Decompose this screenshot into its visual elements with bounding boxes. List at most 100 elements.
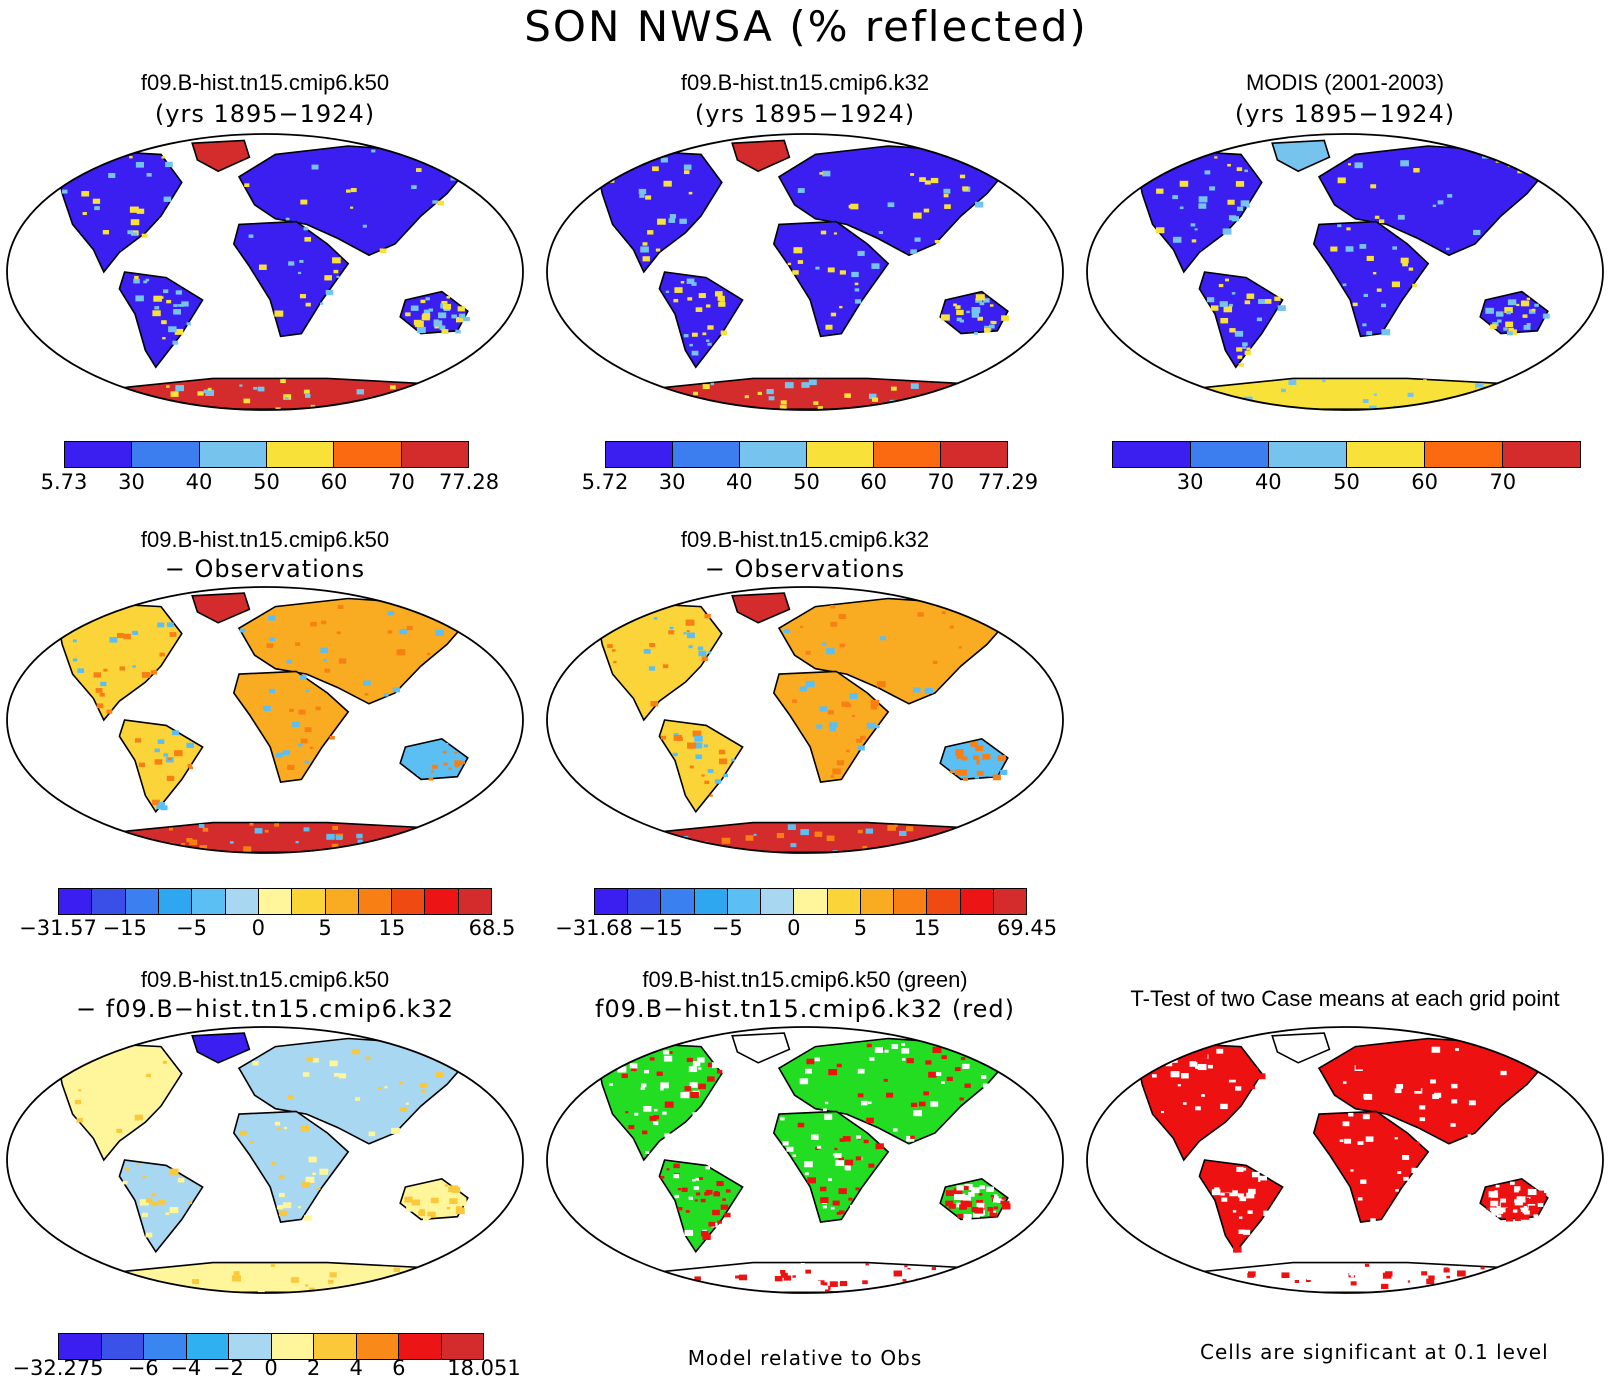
grid-cell <box>828 1178 833 1182</box>
grid-cell <box>309 1287 315 1292</box>
grid-cell <box>117 633 125 638</box>
grid-cell <box>352 1049 360 1055</box>
grid-cell <box>649 1057 655 1061</box>
grid-cell <box>704 613 711 619</box>
grid-cell <box>647 230 654 235</box>
tick: 69.45 <box>996 916 1058 940</box>
grid-cell <box>297 1206 301 1209</box>
grid-cell <box>1522 314 1528 318</box>
grid-cell <box>1482 1285 1489 1290</box>
grid-cell <box>1160 1110 1164 1114</box>
grid-cell <box>672 752 678 757</box>
grid-cell <box>274 823 280 827</box>
grid-cell <box>299 259 304 263</box>
grid-cell <box>776 833 785 839</box>
landmass-namerica <box>56 150 183 274</box>
grid-cell <box>1370 1218 1376 1223</box>
grid-cell <box>157 622 165 628</box>
grid-cell <box>158 802 166 807</box>
colorbar-box <box>860 889 895 914</box>
colorbar-box <box>59 1334 102 1359</box>
grid-cell <box>1394 1137 1398 1140</box>
grid-cell <box>1445 386 1453 391</box>
grid-cell <box>797 188 805 193</box>
grid-cell <box>161 320 167 325</box>
grid-cell <box>780 1269 786 1274</box>
grid-cell <box>283 394 292 400</box>
grid-cell <box>417 404 422 409</box>
grid-cell <box>1311 1280 1318 1285</box>
grid-cell <box>1229 1102 1235 1107</box>
grid-cell <box>1497 1271 1504 1276</box>
grid-cell <box>761 852 767 853</box>
grid-cell <box>1514 1186 1521 1191</box>
colorbar-box <box>199 442 267 467</box>
grid-cell <box>718 758 728 765</box>
grid-cell <box>634 610 640 614</box>
panel2-colorbar <box>605 441 1008 468</box>
landmass-samerica <box>658 271 744 369</box>
grid-cell <box>295 841 299 844</box>
grid-cell <box>286 659 292 664</box>
tick: 77.29 <box>977 470 1039 494</box>
grid-cell <box>685 1210 690 1213</box>
colorbar-box <box>292 889 326 914</box>
grid-cell <box>1196 394 1203 399</box>
grid-cell <box>713 1191 721 1197</box>
grid-cell <box>1394 1088 1402 1094</box>
grid-cell <box>932 1046 942 1054</box>
grid-cell <box>428 308 434 312</box>
grid-cell <box>1380 1202 1389 1208</box>
grid-cell <box>955 305 961 309</box>
colorbar-box <box>144 1334 187 1359</box>
grid-cell <box>702 384 710 390</box>
landmass-greenland <box>1271 139 1331 173</box>
grid-cell <box>976 770 984 776</box>
grid-cell <box>92 198 101 204</box>
grid-cell <box>377 1086 382 1090</box>
colorbar-box <box>271 1334 314 1359</box>
panel3-title: MODIS (2001-2003) <box>1245 70 1445 95</box>
grid-cell <box>298 709 306 715</box>
grid-cell <box>830 312 837 317</box>
grid-cell <box>782 1141 789 1146</box>
grid-cell <box>744 395 749 399</box>
grid-cell <box>202 827 209 832</box>
grid-cell <box>1339 1139 1344 1143</box>
tick: −6 <box>127 1356 159 1380</box>
grid-cell <box>975 294 985 301</box>
grid-cell <box>166 385 170 388</box>
colorbar-box <box>65 442 133 467</box>
colorbar-box <box>425 889 459 914</box>
grid-cell <box>918 1101 926 1107</box>
grid-cell <box>851 271 859 278</box>
grid-cell <box>1244 169 1248 173</box>
grid-cell <box>907 1265 911 1269</box>
panel1-title: f09.B-hist.tn15.cmip6.k50 <box>140 70 390 95</box>
grid-cell <box>611 649 616 652</box>
grid-cell <box>838 1188 847 1195</box>
grid-cell <box>1274 1266 1278 1269</box>
grid-cell <box>671 1287 676 1292</box>
grid-cell <box>690 1091 699 1099</box>
grid-cell <box>884 1049 889 1053</box>
grid-cell <box>461 761 466 764</box>
grid-cell <box>804 1172 809 1176</box>
grid-cell <box>154 1082 160 1086</box>
grid-cell <box>723 773 729 778</box>
grid-cell <box>1139 165 1145 169</box>
grid-cell <box>136 1163 141 1166</box>
grid-cell <box>993 1194 998 1198</box>
tick: 0 <box>251 916 265 940</box>
grid-cell <box>111 1061 120 1068</box>
grid-cell <box>834 1147 838 1151</box>
grid-cell <box>283 1202 292 1209</box>
grid-cell <box>966 310 970 314</box>
tick: 40 <box>185 470 213 494</box>
grid-cell <box>924 180 931 185</box>
grid-cell <box>774 1276 783 1282</box>
grid-cell <box>248 234 254 238</box>
grid-cell <box>1349 393 1358 399</box>
grid-cell <box>299 294 307 299</box>
grid-cell <box>688 645 693 649</box>
